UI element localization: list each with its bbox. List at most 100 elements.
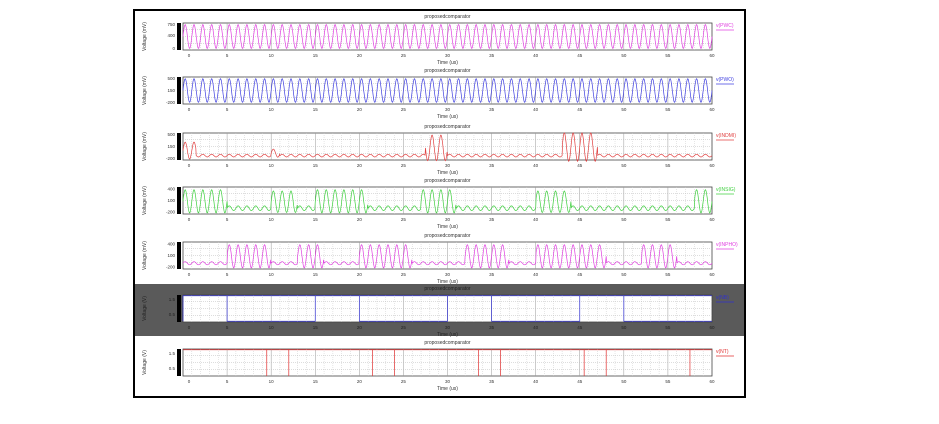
y-tick-label: 1.5	[169, 351, 176, 356]
panel-6: proposedcomparator 1.5 0.5 0 5 10 15 20 25 30 35 40…	[135, 284, 744, 338]
x-tick-label: 60	[709, 379, 715, 384]
x-tick-label: 35	[489, 163, 495, 168]
x-tick-label: 45	[577, 272, 583, 277]
y-tick-label: -200	[166, 156, 176, 161]
x-tick-label: 50	[621, 325, 627, 330]
panel-2: proposedcomparator 500 150 -200 0 5 10 15 20 25 30…	[142, 68, 734, 120]
panel-title: proposedcomparator	[424, 14, 470, 20]
x-tick-label: 40	[533, 53, 539, 58]
x-tick-label: 0	[188, 272, 191, 277]
x-tick-label: 5	[226, 217, 229, 222]
x-tick-label: 15	[313, 379, 319, 384]
x-tick-label: 55	[665, 379, 671, 384]
x-tick-label: 10	[269, 379, 275, 384]
panel-title: proposedcomparator	[424, 286, 470, 292]
panel-title: proposedcomparator	[424, 68, 470, 74]
x-tick-label: 15	[313, 53, 319, 58]
x-tick-label: 35	[489, 107, 495, 112]
x-tick-label: 60	[709, 163, 715, 168]
y-axis-label: Voltage (mV)	[142, 76, 148, 105]
legend-label: v(PWO)	[716, 77, 734, 83]
legend-label: v(INSIG)	[716, 187, 736, 193]
x-tick-label: 40	[533, 379, 539, 384]
x-tick-label: 55	[665, 163, 671, 168]
x-tick-label: 20	[357, 217, 363, 222]
x-tick-label: 25	[401, 163, 407, 168]
y-tick-label: 150	[167, 144, 175, 149]
x-tick-label: 25	[401, 217, 407, 222]
x-tick-label: 45	[577, 163, 583, 168]
x-axis-label: Time (us)	[437, 386, 458, 392]
y-axis-bar	[177, 349, 181, 376]
y-axis-label: Voltage (mV)	[142, 241, 148, 270]
panel-title: proposedcomparator	[424, 340, 470, 346]
x-tick-label: 60	[709, 107, 715, 112]
x-tick-label: 15	[313, 272, 319, 277]
y-tick-label: 500	[167, 132, 175, 137]
y-axis-bar	[177, 187, 181, 214]
y-tick-label: 0.5	[169, 366, 176, 371]
y-tick-label: 400	[167, 33, 175, 38]
y-tick-label: 500	[167, 76, 175, 81]
y-tick-label: -200	[166, 210, 176, 215]
waveform-vindmi	[182, 132, 713, 162]
x-tick-label: 5	[226, 325, 229, 330]
y-axis-label: Voltage (V)	[142, 296, 148, 321]
x-tick-label: 30	[445, 217, 451, 222]
x-tick-label: 40	[533, 217, 539, 222]
x-tick-label: 30	[445, 379, 451, 384]
x-tick-label: 60	[709, 217, 715, 222]
x-tick-label: 20	[357, 272, 363, 277]
x-tick-label: 45	[577, 53, 583, 58]
x-tick-label: 10	[269, 217, 275, 222]
panel-title: proposedcomparator	[424, 178, 470, 184]
x-tick-label: 10	[269, 325, 275, 330]
x-tick-label: 55	[665, 325, 671, 330]
x-tick-label: 50	[621, 379, 627, 384]
x-tick-label: 50	[621, 53, 627, 58]
x-tick-label: 35	[489, 379, 495, 384]
y-tick-label: 100	[167, 198, 175, 203]
x-axis-label: Time (us)	[437, 170, 458, 176]
x-tick-label: 45	[577, 379, 583, 384]
panel-4: proposedcomparator 400 100 -200 0 5 10 15 20 25 30…	[142, 178, 736, 230]
panel-title: proposedcomparator	[424, 233, 470, 239]
y-axis-bar	[177, 242, 181, 269]
y-tick-label: 0	[172, 46, 175, 51]
x-tick-label: 30	[445, 107, 451, 112]
panel-1: proposedcomparator 750 400 0 0 5 10 15 20 25 30 35 4…	[142, 14, 734, 66]
x-tick-label: 55	[665, 53, 671, 58]
legend-label: v(NT)	[716, 349, 729, 355]
x-tick-label: 10	[269, 272, 275, 277]
legend-label: v(INDMI)	[716, 133, 736, 139]
x-tick-label: 45	[577, 217, 583, 222]
x-tick-label: 15	[313, 325, 319, 330]
x-tick-label: 35	[489, 272, 495, 277]
x-tick-label: 50	[621, 272, 627, 277]
x-tick-label: 15	[313, 107, 319, 112]
panel-3: proposedcomparator 500 150 -200 0 5 10 15 20 25 30…	[142, 124, 736, 176]
legend-label: v(PWC)	[716, 23, 734, 29]
x-tick-label: 45	[577, 325, 583, 330]
x-tick-label: 25	[401, 325, 407, 330]
x-tick-label: 50	[621, 163, 627, 168]
x-tick-label: 35	[489, 217, 495, 222]
y-axis-bar	[177, 295, 181, 322]
y-tick-label: 0.5	[169, 312, 176, 317]
x-tick-label: 10	[269, 163, 275, 168]
x-tick-label: 5	[226, 163, 229, 168]
y-axis-label: Voltage (mV)	[142, 22, 148, 51]
x-tick-label: 20	[357, 325, 363, 330]
x-tick-label: 15	[313, 163, 319, 168]
x-tick-label: 55	[665, 272, 671, 277]
x-tick-label: 0	[188, 379, 191, 384]
x-tick-label: 25	[401, 53, 407, 58]
x-axis-label: Time (us)	[437, 332, 458, 338]
x-tick-label: 50	[621, 107, 627, 112]
y-axis-bar	[177, 133, 181, 160]
x-tick-label: 25	[401, 272, 407, 277]
x-axis-label: Time (us)	[437, 60, 458, 66]
x-tick-label: 0	[188, 53, 191, 58]
y-tick-label: 1.5	[169, 297, 176, 302]
x-tick-label: 30	[445, 163, 451, 168]
